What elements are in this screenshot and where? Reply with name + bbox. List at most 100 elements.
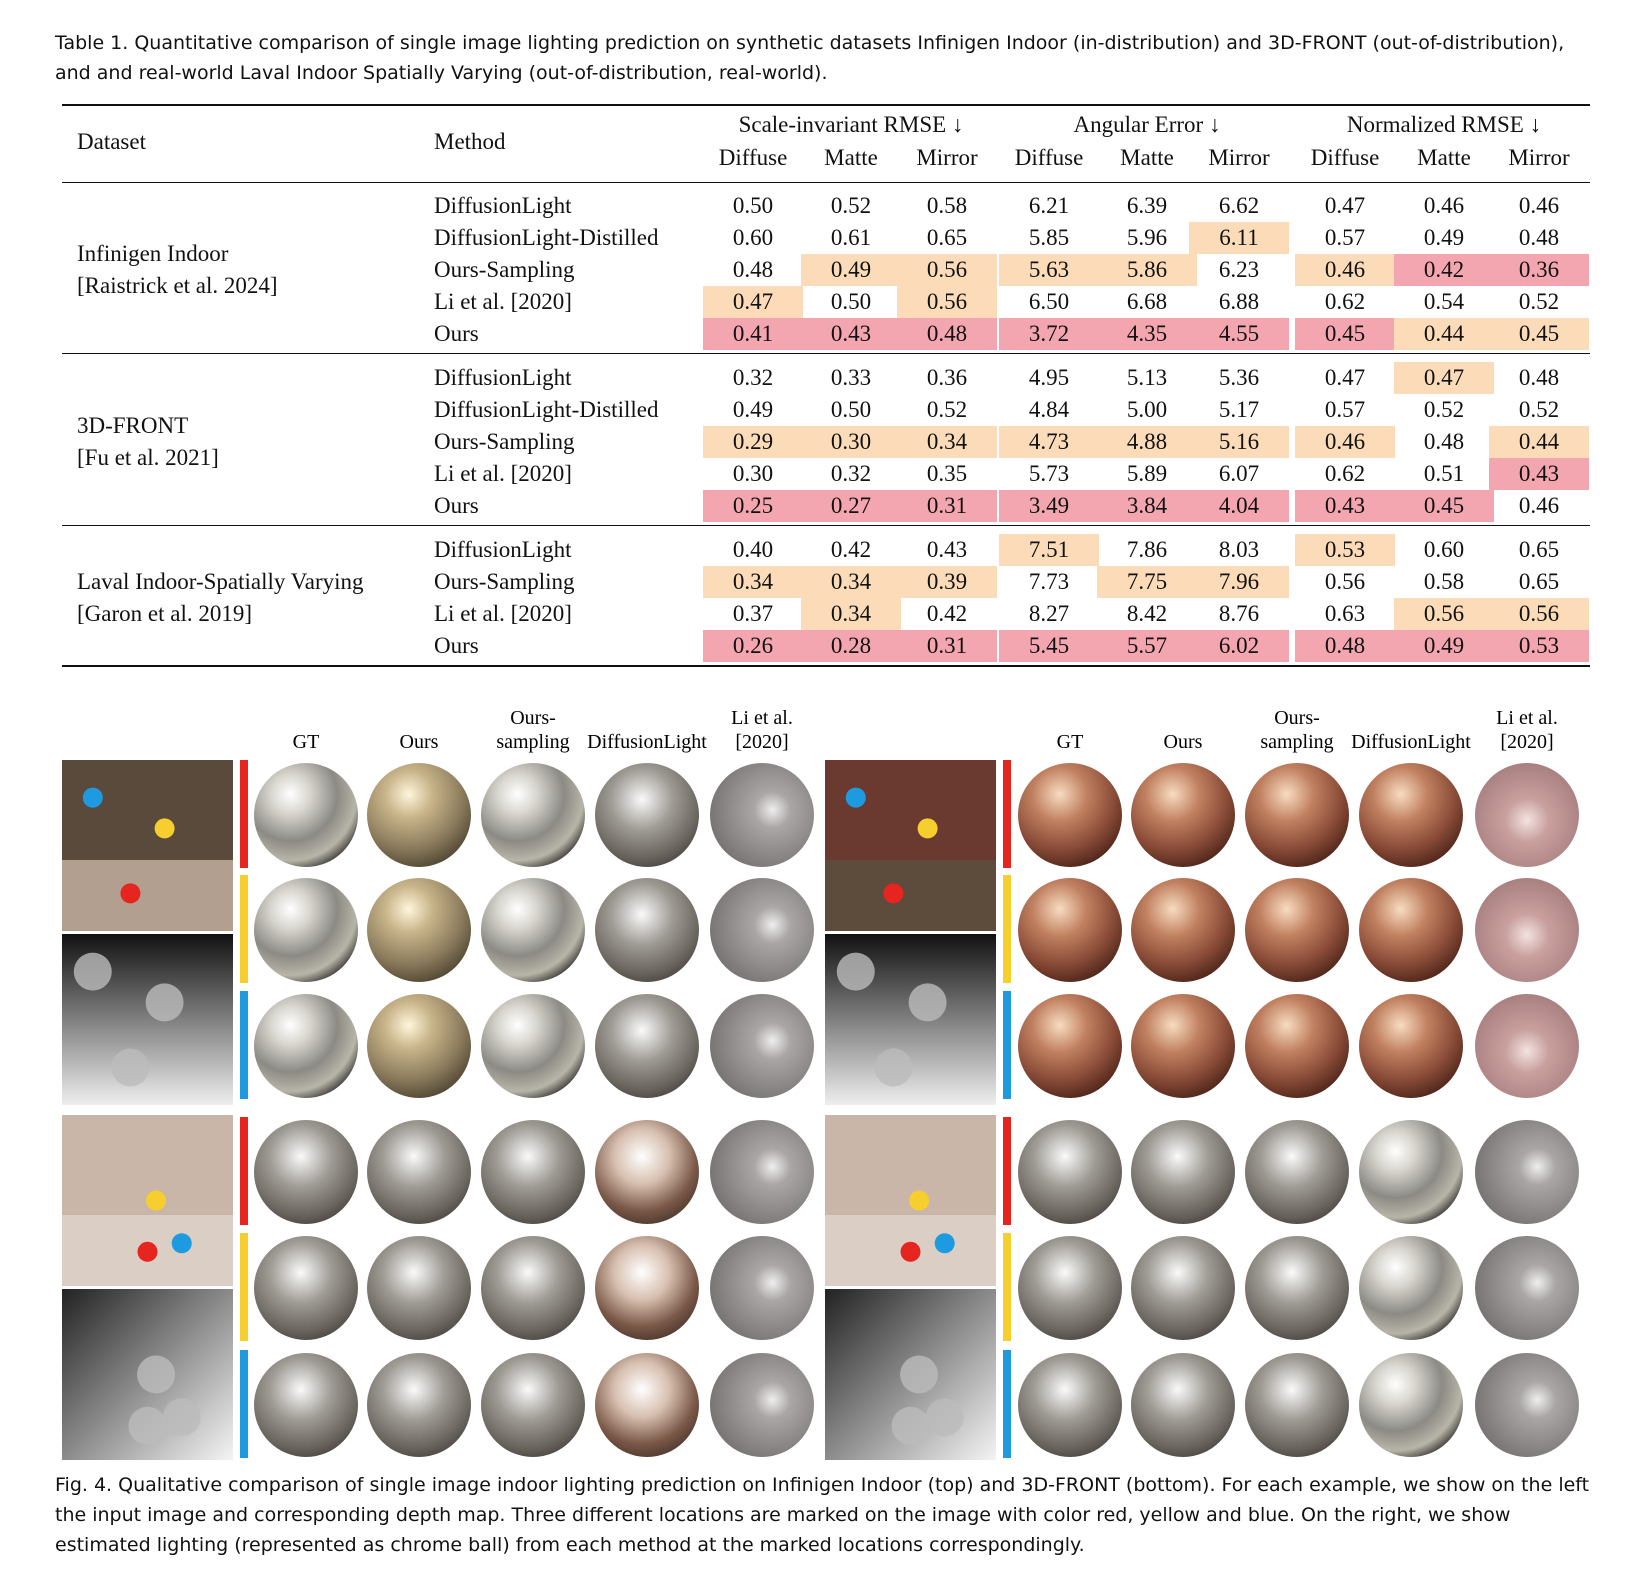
chrome-ball xyxy=(481,1120,585,1224)
cell-value: 3.84 xyxy=(1126,493,1168,518)
cell-value: 5.45 xyxy=(1028,633,1070,658)
depth-dot xyxy=(73,952,112,991)
chrome-ball xyxy=(254,878,358,982)
cell-value: 0.40 xyxy=(732,537,774,562)
cell-value: 8.76 xyxy=(1218,601,1260,626)
cell-value: 0.34 xyxy=(732,569,774,594)
color-bar xyxy=(240,1350,248,1458)
color-bar xyxy=(1003,1233,1011,1341)
chrome-ball xyxy=(481,994,585,1098)
cell-value: 7.96 xyxy=(1218,569,1260,594)
cell-value: 0.65 xyxy=(926,225,968,250)
chrome-ball xyxy=(481,1353,585,1457)
cell-value: 0.34 xyxy=(830,569,872,594)
cell-value: 6.02 xyxy=(1218,633,1260,658)
cell-value: 0.53 xyxy=(1324,537,1366,562)
cell-value: 7.75 xyxy=(1126,569,1168,594)
cell-value: 0.56 xyxy=(926,257,968,282)
cell-value: 6.50 xyxy=(1028,289,1070,314)
cell-value: 7.86 xyxy=(1126,537,1168,562)
cell-value: 0.57 xyxy=(1324,397,1366,422)
cell-value: 0.56 xyxy=(1518,601,1560,626)
depth-dot xyxy=(162,1398,201,1437)
cell-highlight xyxy=(1489,318,1589,350)
chrome-ball xyxy=(595,994,699,1098)
chrome-ball xyxy=(1131,1120,1235,1224)
cell-value: 0.60 xyxy=(1423,537,1465,562)
method-name: DiffusionLight xyxy=(434,365,572,390)
chrome-ball xyxy=(595,878,699,982)
cell-value: 0.46 xyxy=(1324,429,1366,454)
cell-value: 0.39 xyxy=(926,569,968,594)
chrome-ball xyxy=(1475,1236,1579,1340)
chrome-ball xyxy=(481,763,585,867)
method-name: DiffusionLight xyxy=(434,193,572,218)
cell-highlight xyxy=(1097,254,1197,286)
method-name: Li et al. [2020] xyxy=(434,601,572,626)
dataset-name: 3D-FRONT xyxy=(77,413,189,438)
cell-value: 5.16 xyxy=(1218,429,1260,454)
header-dataset: Dataset xyxy=(77,129,146,154)
chrome-ball xyxy=(1018,1353,1122,1457)
color-bar xyxy=(1003,875,1011,983)
cell-highlight xyxy=(1394,318,1494,350)
cell-value: 0.52 xyxy=(926,397,968,422)
cell-highlight xyxy=(1394,362,1494,394)
cell-highlight xyxy=(801,630,901,662)
column-header: [2020] xyxy=(1500,731,1553,753)
method-name: DiffusionLight xyxy=(434,537,572,562)
cell-value: 0.53 xyxy=(1518,633,1560,658)
chrome-ball xyxy=(1245,1120,1349,1224)
column-header: Ours xyxy=(1164,731,1203,753)
subcolumn: Diffuse xyxy=(1310,145,1380,170)
cell-highlight xyxy=(1189,318,1289,350)
cell-value: 0.60 xyxy=(732,225,774,250)
chrome-ball xyxy=(1359,1236,1463,1340)
cell-value: 0.42 xyxy=(926,601,968,626)
column-header: [2020] xyxy=(735,731,788,753)
chrome-ball xyxy=(1018,1120,1122,1224)
cell-value: 0.31 xyxy=(926,633,968,658)
cell-highlight xyxy=(999,630,1099,662)
method-name: DiffusionLight-Distilled xyxy=(434,225,659,250)
depth-dot xyxy=(145,983,184,1022)
column-header: Ours- xyxy=(510,707,556,729)
rule-group xyxy=(62,525,1590,526)
subcolumn: Diffuse xyxy=(1014,145,1084,170)
table-caption: Table 1. Quantitative comparison of sing… xyxy=(55,32,1565,84)
chrome-ball xyxy=(1018,1236,1122,1340)
cell-value: 0.62 xyxy=(1324,461,1366,486)
method-name: Li et al. [2020] xyxy=(434,461,572,486)
cell-highlight xyxy=(1394,598,1494,630)
chrome-ball xyxy=(1359,994,1463,1098)
cell-value: 7.73 xyxy=(1028,569,1070,594)
location-dot xyxy=(845,787,866,808)
cell-value: 0.57 xyxy=(1324,225,1366,250)
location-dot xyxy=(883,883,904,904)
cell-value: 0.43 xyxy=(1518,461,1560,486)
cell-value: 0.54 xyxy=(1423,289,1465,314)
chrome-ball xyxy=(367,878,471,982)
subcolumn: Matte xyxy=(1120,145,1174,170)
cell-value: 5.63 xyxy=(1028,257,1070,282)
cell-highlight xyxy=(1097,630,1197,662)
cell-highlight xyxy=(801,318,901,350)
cell-highlight xyxy=(999,318,1099,350)
chrome-ball xyxy=(1359,763,1463,867)
cell-value: 0.52 xyxy=(830,193,872,218)
subcolumn: Mirror xyxy=(1508,145,1570,170)
chrome-ball xyxy=(254,994,358,1098)
column-header: sampling xyxy=(496,731,569,753)
cell-highlight xyxy=(1489,598,1589,630)
location-dot xyxy=(137,1241,158,1262)
cell-highlight xyxy=(703,426,803,458)
cell-value: 0.46 xyxy=(1518,493,1560,518)
column-header: Li et al. xyxy=(1496,707,1558,729)
cell-value: 5.00 xyxy=(1126,397,1168,422)
cell-highlight xyxy=(897,630,997,662)
dataset-name: [Fu et al. 2021] xyxy=(77,445,219,470)
cell-value: 8.03 xyxy=(1218,537,1260,562)
cell-highlight xyxy=(703,286,803,318)
